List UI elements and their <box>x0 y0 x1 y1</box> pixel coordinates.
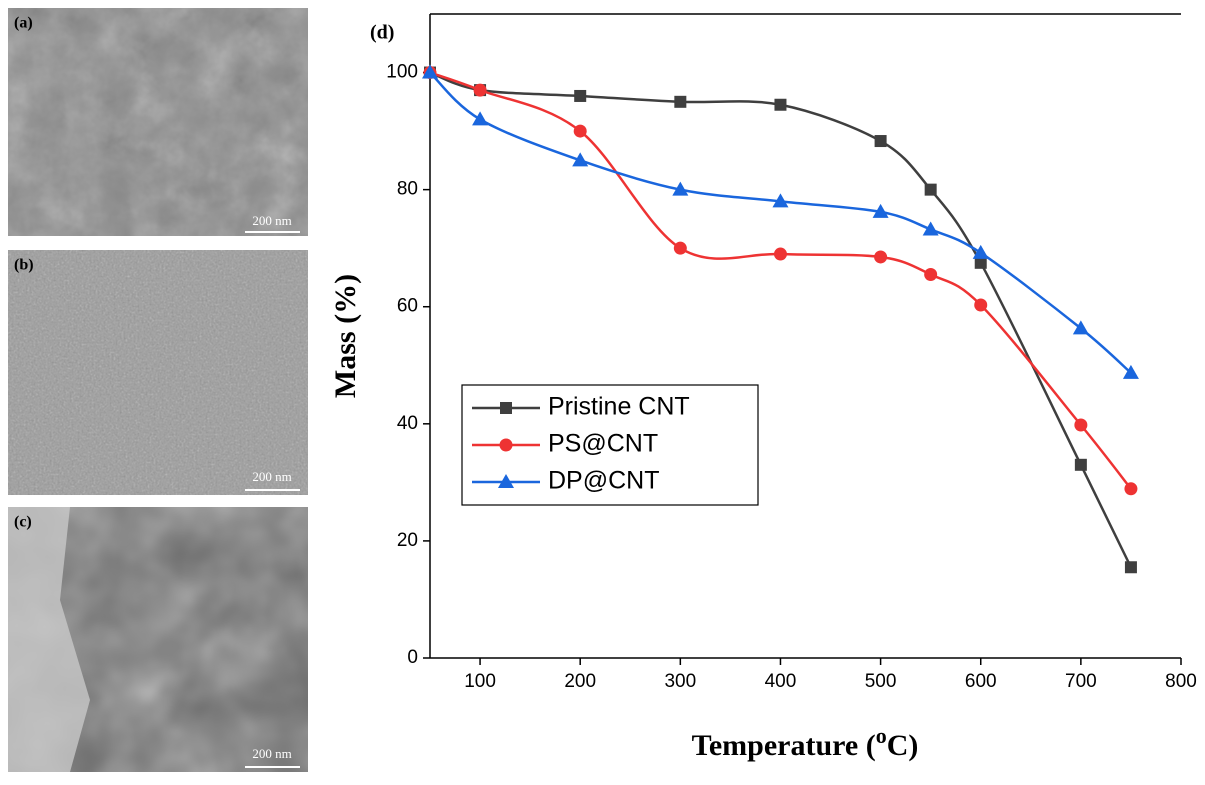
x-tick-label: 600 <box>965 671 997 692</box>
marker <box>500 402 512 414</box>
legend: Pristine CNT PS@CNT DP@CNT <box>461 384 759 506</box>
marker <box>1124 561 1137 574</box>
legend-label: Pristine CNT <box>548 393 690 421</box>
tem-image-a: (a) 200 nm <box>8 8 308 236</box>
scale-bar-label: 200 nm <box>252 213 291 228</box>
marker <box>473 83 487 97</box>
marker <box>1072 320 1089 335</box>
marker <box>874 250 888 264</box>
tem-image-b: (b) 200 nm <box>8 250 308 495</box>
marker <box>774 98 787 111</box>
x-axis-title: Temperature (oC) <box>692 723 919 762</box>
marker <box>924 268 938 282</box>
x-tick-label: 100 <box>464 671 496 692</box>
marker <box>498 474 514 488</box>
legend-label: PS@CNT <box>548 430 658 458</box>
marker <box>872 203 889 218</box>
x-tick-label: 200 <box>564 671 596 692</box>
marker <box>1074 418 1088 432</box>
y-tick-label: 40 <box>397 413 418 434</box>
scale-bar-label: 200 nm <box>252 469 291 484</box>
marker <box>924 183 937 196</box>
marker <box>574 89 587 102</box>
marker <box>922 221 939 236</box>
panel-label: (c) <box>14 514 32 531</box>
marker <box>772 193 789 208</box>
marker <box>974 256 987 269</box>
series-line <box>429 71 1133 568</box>
marker <box>499 438 513 452</box>
y-axis-title: Mass (%) <box>329 274 362 398</box>
scale-bar-label: 200 nm <box>252 746 291 761</box>
marker <box>874 135 887 148</box>
series-line <box>429 71 1132 490</box>
y-tick-label: 60 <box>397 296 418 317</box>
x-tick-label: 300 <box>664 671 696 692</box>
marker <box>1124 482 1138 496</box>
x-axis-title-part: Temperature ( <box>692 729 876 762</box>
x-axis-title-part: C) <box>887 729 919 762</box>
marker <box>573 124 587 138</box>
marker <box>672 181 689 196</box>
marker <box>773 247 787 261</box>
marker <box>974 298 988 312</box>
x-axis-title-superscript: o <box>876 723 887 748</box>
marker <box>1074 458 1087 471</box>
marker <box>673 241 687 255</box>
panel-label: (d) <box>370 22 394 44</box>
marker <box>472 111 489 126</box>
x-tick-label: 500 <box>865 671 897 692</box>
marker <box>1122 364 1139 379</box>
x-tick-label: 400 <box>765 671 797 692</box>
marker <box>674 95 687 108</box>
marker <box>972 244 989 259</box>
panel-label: (a) <box>14 15 33 32</box>
y-tick-label: 0 <box>407 647 418 668</box>
y-tick-label: 80 <box>397 179 418 200</box>
marker <box>422 64 438 79</box>
x-tick-label: 700 <box>1065 671 1097 692</box>
y-tick-label: 20 <box>397 530 418 551</box>
marker <box>572 152 589 167</box>
y-tick-label: 100 <box>386 62 418 83</box>
tem-image-c: (c) 200 nm <box>8 507 308 772</box>
x-tick-label: 800 <box>1165 671 1197 692</box>
panel-label: (b) <box>14 257 34 274</box>
legend-label: DP@CNT <box>548 467 660 495</box>
series-line <box>429 71 1132 374</box>
